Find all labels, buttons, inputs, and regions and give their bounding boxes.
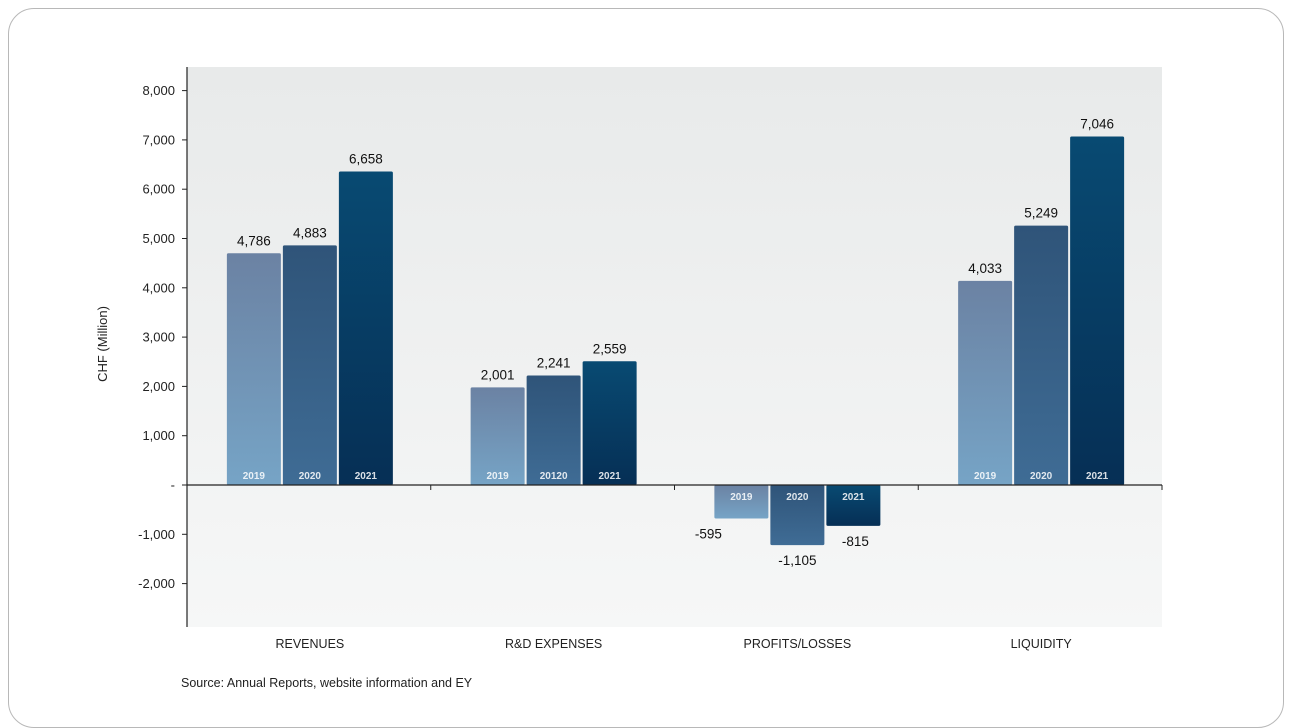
bar-liquidity-2 (1070, 136, 1125, 485)
bar-year-label: 2019 (974, 471, 997, 482)
bar-revenues-0 (226, 253, 281, 485)
bar-year-label: 20120 (540, 471, 568, 482)
bar-year-label: 2021 (355, 471, 378, 482)
bar-value-label: -815 (842, 534, 869, 549)
bar-value-label: 4,786 (237, 233, 271, 248)
bar-value-label: -1,105 (778, 553, 816, 568)
x-category-label: R&D EXPENSES (505, 637, 602, 651)
bar-profits-losses-1 (770, 485, 825, 546)
bar-profits-losses-0 (714, 485, 769, 519)
y-tick-label: 6,000 (142, 182, 175, 197)
bar-value-label: -595 (695, 527, 722, 542)
bar-value-label: 7,046 (1080, 116, 1114, 131)
bar-value-label: 2,559 (593, 341, 627, 356)
bar-value-label: 2,001 (481, 367, 515, 382)
bar-year-label: 2021 (1086, 471, 1109, 482)
bar-profits-losses-2 (826, 485, 881, 526)
bar-year-label: 2020 (786, 492, 809, 503)
y-tick-label: 7,000 (142, 132, 175, 147)
bar-year-label: 2021 (842, 492, 865, 503)
bar-value-label: 4,883 (293, 225, 327, 240)
bar-year-label: 2020 (1030, 471, 1053, 482)
y-tick-label: 4,000 (142, 280, 175, 295)
y-tick-label: 5,000 (142, 231, 175, 246)
bar-year-label: 2020 (299, 471, 322, 482)
y-tick-label: -1,000 (138, 527, 175, 542)
source-note: Source: Annual Reports, website informat… (181, 676, 473, 690)
bar-value-label: 2,241 (537, 356, 571, 371)
bar-r-d-expenses-2 (582, 361, 637, 485)
bar-year-label: 2019 (730, 492, 753, 503)
bar-revenues-1 (282, 245, 337, 485)
bar-liquidity-1 (1014, 225, 1069, 485)
bar-value-label: 5,249 (1024, 206, 1058, 221)
bar-year-label: 2019 (243, 471, 266, 482)
bar-year-label: 2019 (487, 471, 510, 482)
bar-revenues-2 (338, 171, 393, 485)
y-tick-label: 2,000 (142, 379, 175, 394)
bar-value-label: 6,658 (349, 151, 383, 166)
x-category-label: PROFITS/LOSSES (744, 637, 852, 651)
y-tick-label: -2,000 (138, 576, 175, 591)
bar-year-label: 2021 (599, 471, 622, 482)
bar-r-d-expenses-0 (470, 387, 525, 485)
y-axis-title: CHF (Million) (95, 306, 110, 382)
bar-value-label: 4,033 (968, 261, 1002, 276)
bar-r-d-expenses-1 (526, 375, 581, 485)
y-tick-label: 1,000 (142, 428, 175, 443)
x-category-label: REVENUES (275, 637, 344, 651)
y-tick-label: 8,000 (142, 83, 175, 98)
x-category-label: LIQUIDITY (1011, 637, 1073, 651)
bar-liquidity-0 (958, 280, 1013, 485)
y-tick-label: - (171, 478, 175, 493)
y-tick-label: 3,000 (142, 330, 175, 345)
